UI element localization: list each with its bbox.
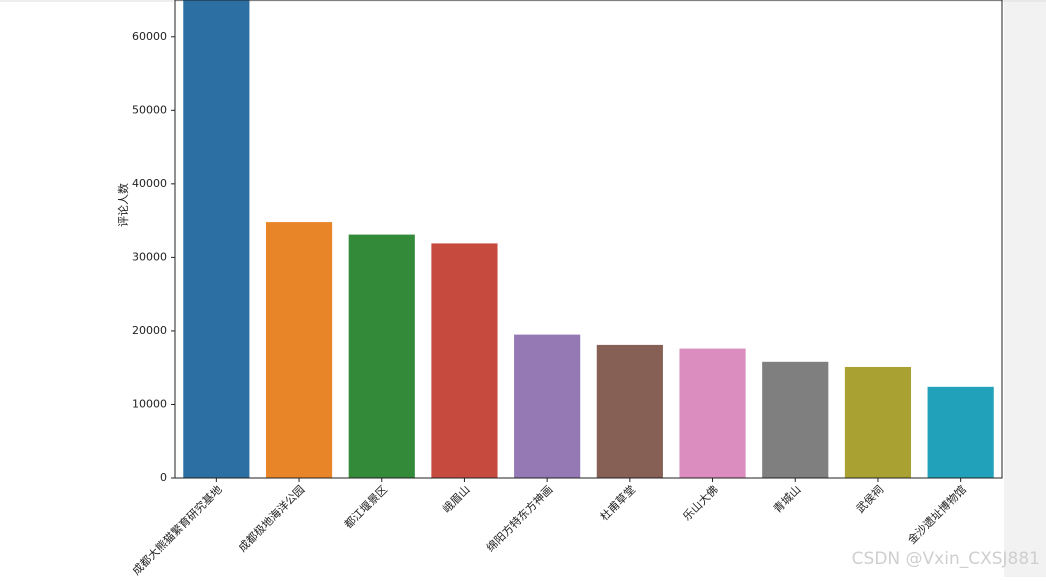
y-tick-label: 60000 <box>132 30 167 43</box>
x-tick-label: 成都大熊猫繁育研究基地 <box>129 482 224 577</box>
x-tick-label: 武侯祠 <box>853 482 886 515</box>
bar <box>265 222 333 478</box>
x-tick-label: 峨眉山 <box>440 483 473 516</box>
watermark: CSDN @Vxin_CXSJ881 <box>852 549 1040 569</box>
bar <box>679 348 746 478</box>
y-tick-label: 50000 <box>132 103 167 116</box>
x-tick-label: 成都极地海洋公园 <box>235 482 307 554</box>
bar <box>927 386 994 478</box>
bar <box>596 344 663 478</box>
y-axis-label: 评论人数 <box>116 183 130 227</box>
bar <box>844 366 912 478</box>
y-tick-label: 40000 <box>132 177 167 190</box>
x-tick-label: 金沙遗址博物馆 <box>905 482 969 546</box>
x-tick-label: 杜甫草堂 <box>597 482 638 523</box>
bar <box>183 0 250 478</box>
y-tick-label: 10000 <box>132 397 167 410</box>
side-strip <box>1004 0 1046 577</box>
y-tick-label: 20000 <box>132 324 167 337</box>
y-tick-label: 0 <box>160 471 167 484</box>
x-tick-label: 都江堰景区 <box>342 483 390 531</box>
x-tick-label: 青城山 <box>771 483 804 516</box>
bar <box>431 243 498 478</box>
bar <box>762 361 829 478</box>
plot-frame <box>174 0 1003 479</box>
x-tick-label: 绵阳方特东方神画 <box>483 482 555 554</box>
x-tick-label: 乐山大佛 <box>680 482 721 523</box>
bar <box>348 234 415 478</box>
y-tick-label: 30000 <box>132 250 167 263</box>
bar <box>514 334 581 478</box>
